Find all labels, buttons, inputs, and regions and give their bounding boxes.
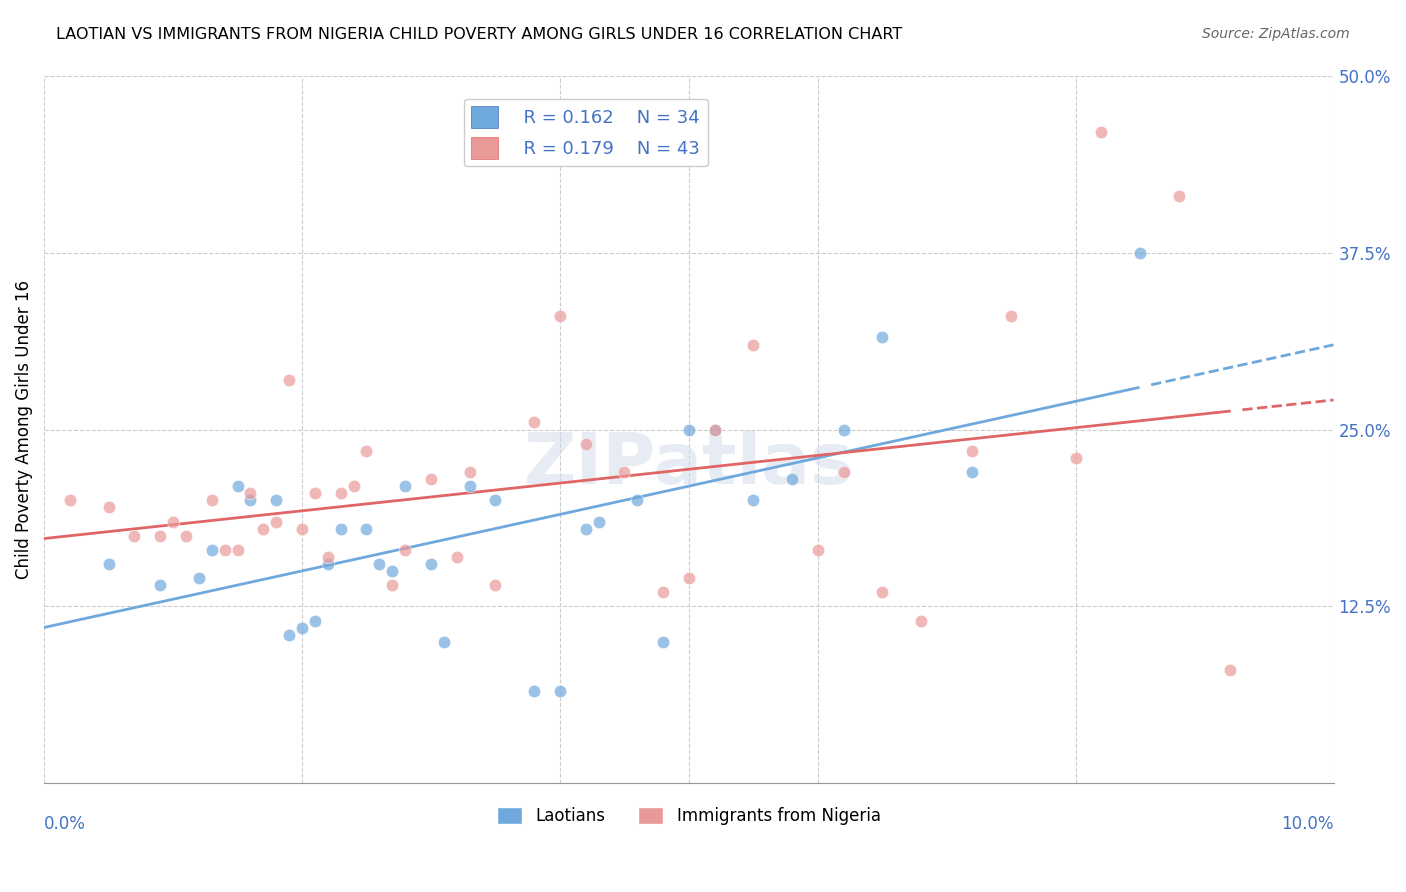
Point	[780, 472, 803, 486]
Point	[703, 423, 725, 437]
Point	[1090, 125, 1112, 139]
Point	[575, 522, 598, 536]
Point	[1000, 310, 1022, 324]
Point	[678, 571, 700, 585]
Point	[201, 542, 224, 557]
Point	[97, 500, 120, 515]
Point	[433, 635, 456, 649]
Point	[703, 423, 725, 437]
Point	[226, 479, 249, 493]
Point	[252, 522, 274, 536]
Point	[291, 522, 314, 536]
Point	[97, 557, 120, 571]
Point	[264, 515, 287, 529]
Point	[291, 621, 314, 635]
Point	[962, 443, 984, 458]
Point	[652, 635, 675, 649]
Point	[484, 578, 506, 592]
Point	[832, 423, 855, 437]
Point	[419, 472, 441, 486]
Point	[316, 557, 339, 571]
Point	[523, 684, 546, 698]
Point	[910, 614, 932, 628]
Point	[548, 310, 571, 324]
Text: LAOTIAN VS IMMIGRANTS FROM NIGERIA CHILD POVERTY AMONG GIRLS UNDER 16 CORRELATIO: LAOTIAN VS IMMIGRANTS FROM NIGERIA CHILD…	[56, 27, 903, 42]
Y-axis label: Child Poverty Among Girls Under 16: Child Poverty Among Girls Under 16	[15, 280, 32, 579]
Point	[870, 330, 893, 344]
Point	[394, 542, 416, 557]
Point	[458, 465, 481, 479]
Point	[356, 443, 378, 458]
Point	[832, 465, 855, 479]
Point	[304, 486, 326, 500]
Point	[278, 628, 301, 642]
Point	[239, 486, 262, 500]
Point	[446, 549, 468, 564]
Point	[626, 493, 648, 508]
Point	[548, 684, 571, 698]
Point	[381, 564, 404, 578]
Point	[264, 493, 287, 508]
Point	[381, 578, 404, 592]
Text: 10.0%: 10.0%	[1281, 815, 1333, 833]
Point	[962, 465, 984, 479]
Point	[316, 549, 339, 564]
Point	[226, 542, 249, 557]
Point	[588, 515, 610, 529]
Point	[870, 585, 893, 599]
Point	[613, 465, 636, 479]
Point	[187, 571, 209, 585]
Point	[214, 542, 236, 557]
Point	[304, 614, 326, 628]
Point	[1167, 189, 1189, 203]
Point	[239, 493, 262, 508]
Point	[368, 557, 391, 571]
Point	[124, 529, 146, 543]
Point	[742, 493, 765, 508]
Point	[807, 542, 830, 557]
Point	[201, 493, 224, 508]
Point	[678, 423, 700, 437]
Legend: Laotians, Immigrants from Nigeria: Laotians, Immigrants from Nigeria	[491, 800, 887, 832]
Text: Source: ZipAtlas.com: Source: ZipAtlas.com	[1202, 27, 1350, 41]
Text: ZIPatlas: ZIPatlas	[524, 431, 853, 500]
Text: 0.0%: 0.0%	[44, 815, 86, 833]
Point	[149, 529, 172, 543]
Point	[523, 416, 546, 430]
Point	[356, 522, 378, 536]
Point	[278, 373, 301, 387]
Point	[162, 515, 184, 529]
Point	[329, 486, 352, 500]
Point	[394, 479, 416, 493]
Point	[329, 522, 352, 536]
Point	[458, 479, 481, 493]
Point	[1129, 245, 1152, 260]
Point	[342, 479, 364, 493]
Point	[1219, 663, 1241, 677]
Point	[149, 578, 172, 592]
Point	[652, 585, 675, 599]
Point	[419, 557, 441, 571]
Point	[1064, 450, 1087, 465]
Point	[742, 337, 765, 351]
Point	[174, 529, 197, 543]
Point	[484, 493, 506, 508]
Point	[59, 493, 82, 508]
Point	[575, 436, 598, 450]
